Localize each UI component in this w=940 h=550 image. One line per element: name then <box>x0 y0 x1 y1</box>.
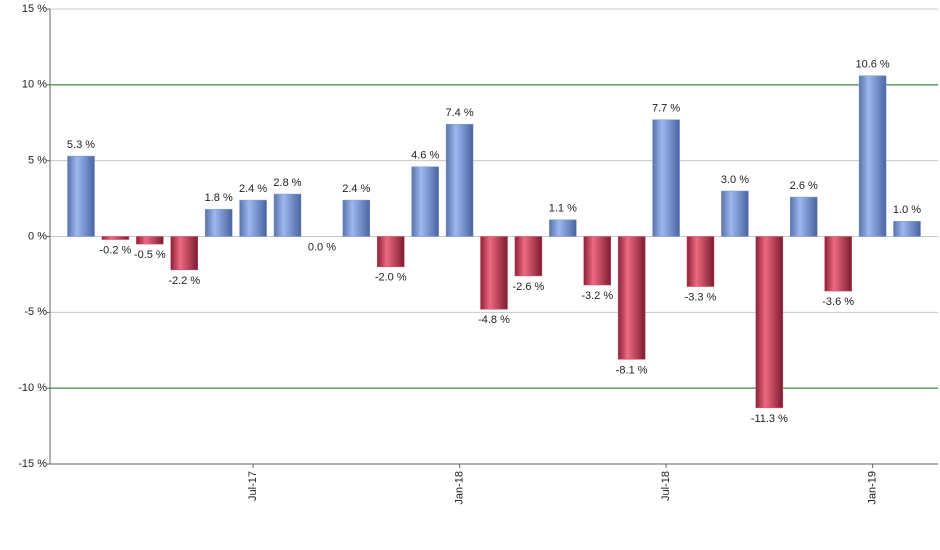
value-label: -3.6 % <box>822 296 854 308</box>
bar <box>617 236 646 360</box>
bar <box>583 236 611 286</box>
bar <box>480 236 508 310</box>
bar <box>204 208 233 237</box>
value-label: 2.8 % <box>273 177 301 189</box>
y-tick-label: 0 % <box>28 230 47 242</box>
bar <box>411 166 439 237</box>
value-label: 7.4 % <box>446 107 474 119</box>
value-label: 2.4 % <box>239 183 267 195</box>
bar <box>342 199 371 237</box>
bar <box>790 196 818 237</box>
value-label: -8.1 % <box>616 364 648 376</box>
value-label: -11.3 % <box>751 413 788 425</box>
value-label: 1.0 % <box>893 204 921 216</box>
bar <box>239 199 267 237</box>
bar <box>686 236 715 287</box>
bar <box>67 155 95 237</box>
x-tick-label: Jul-17 <box>247 471 259 501</box>
value-label: -3.3 % <box>685 291 717 303</box>
bar <box>514 236 543 277</box>
bar <box>721 190 749 237</box>
y-tick-label: 10 % <box>22 79 47 91</box>
value-label: -2.0 % <box>375 272 407 284</box>
bar <box>549 219 577 237</box>
value-label: 4.6 % <box>411 150 439 162</box>
bar <box>101 236 130 240</box>
bar <box>858 75 887 237</box>
y-tick-label: 5 % <box>28 155 47 167</box>
bar <box>445 124 474 237</box>
value-label: 0.0 % <box>308 241 336 253</box>
value-label: 5.3 % <box>67 139 95 151</box>
bar <box>136 236 164 245</box>
x-tick-label: Jul-18 <box>660 471 672 501</box>
bar <box>170 236 198 271</box>
y-tick-label: -15 % <box>18 458 47 470</box>
value-label: -3.2 % <box>581 290 613 302</box>
bar <box>377 236 405 268</box>
value-label: -2.2 % <box>168 275 200 287</box>
value-label: -0.2 % <box>100 244 132 256</box>
bar <box>273 193 302 237</box>
x-tick-label: Jan-19 <box>866 471 878 505</box>
value-label: 2.6 % <box>790 180 818 192</box>
value-label: 3.0 % <box>721 174 749 186</box>
y-tick-label: -5 % <box>24 306 47 318</box>
y-tick-label: 15 % <box>22 3 47 15</box>
value-label: -0.5 % <box>134 249 166 261</box>
value-label: 7.7 % <box>652 103 680 115</box>
y-tick-label: -10 % <box>18 382 47 394</box>
value-label: -2.6 % <box>513 281 545 293</box>
value-label: 1.1 % <box>549 203 577 215</box>
bar <box>652 119 680 237</box>
value-label: 10.6 % <box>855 59 889 71</box>
bar <box>755 236 784 409</box>
value-label: -4.8 % <box>478 314 510 326</box>
value-label: 2.4 % <box>342 183 370 195</box>
bar <box>824 236 852 292</box>
x-tick-label: Jan-18 <box>453 471 465 505</box>
value-label: 1.8 % <box>205 192 233 204</box>
bar <box>893 221 921 237</box>
